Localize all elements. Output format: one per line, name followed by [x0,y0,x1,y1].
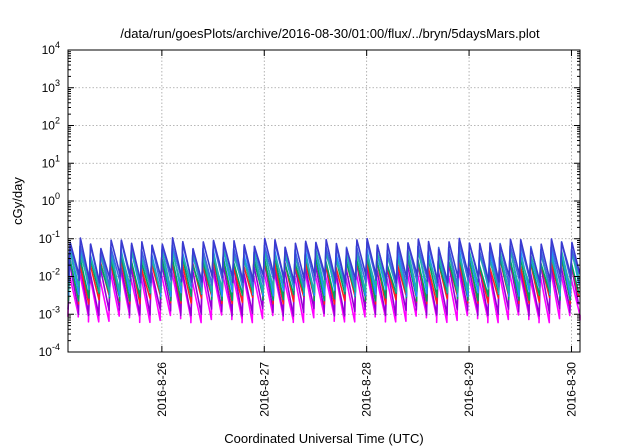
series-line [67,248,580,294]
y-tick-exponent: 4 [55,40,60,50]
y-tick-exponent: 3 [55,78,60,88]
chart-title: /data/run/goesPlots/archive/2016-08-30/0… [120,26,540,41]
x-tick-label: 2016-8-29 [462,362,476,417]
y-axis-label: cGy/day [10,177,25,225]
y-tick-exponent: 1 [55,153,60,163]
y-tick-base: 10 [42,156,56,170]
y-tick-base: 10 [39,232,53,246]
y-tick-base: 10 [42,119,56,133]
series-line [67,267,581,324]
ticks: 10-410-310-210-11001011021031042016-8-26… [39,40,580,417]
y-tick-label: 103 [42,78,60,95]
y-tick-label: 100 [42,191,60,208]
y-tick-base: 10 [39,345,53,359]
y-tick-label: 10-2 [39,267,60,284]
y-tick-label: 10-3 [39,304,60,321]
y-tick-label: 101 [42,153,60,170]
y-tick-exponent: 2 [55,116,60,126]
y-tick-base: 10 [39,270,53,284]
y-tick-exponent: -1 [52,229,60,239]
y-tick-label: 10-1 [39,229,60,246]
x-tick-label: 2016-8-26 [155,362,169,417]
x-tick-label: 2016-8-30 [564,362,578,417]
y-tick-exponent: -3 [52,304,60,314]
x-tick-label: 2016-8-28 [360,362,374,417]
y-tick-exponent: 0 [55,191,60,201]
x-axis-label: Coordinated Universal Time (UTC) [224,431,423,446]
y-tick-base: 10 [42,43,56,57]
y-tick-base: 10 [42,81,56,95]
y-tick-exponent: -4 [52,342,60,352]
y-tick-label: 10-4 [39,342,60,359]
series-layer [67,237,581,324]
y-tick-exponent: -2 [52,267,60,277]
series-line [68,237,581,284]
y-tick-base: 10 [42,194,56,208]
series-line [67,244,580,298]
y-tick-label: 104 [42,40,60,57]
y-tick-label: 102 [42,116,60,133]
x-tick-label: 2016-8-27 [257,362,271,417]
y-tick-base: 10 [39,307,53,321]
